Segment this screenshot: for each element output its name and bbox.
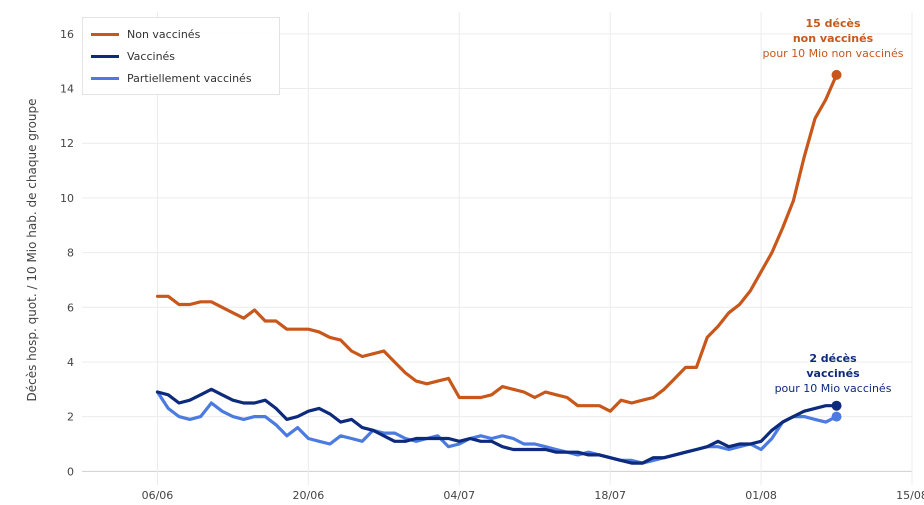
annotation-line: 15 décès (805, 17, 861, 30)
annotation-line: non vaccinés (792, 32, 874, 45)
legend-swatch-non-vaccines (91, 32, 119, 36)
series-endpoint-marker (831, 411, 842, 422)
x-tick-label: 20/06 (293, 489, 325, 502)
y-tick-label: 12 (60, 137, 74, 150)
y-tick-label: 10 (60, 192, 74, 205)
y-tick-label: 0 (67, 465, 74, 478)
series-line-vaccin-s[interactable] (155, 387, 839, 465)
series-line-partiellement-vaccin-s[interactable] (155, 390, 839, 465)
annotation-vaccines: 2 décès vaccinés pour 10 Mio vaccinés (758, 351, 908, 396)
annotation-line: pour 10 Mio non vaccinés (762, 47, 904, 60)
legend-swatch-vaccines (91, 54, 119, 58)
y-tick-label: 2 (67, 411, 74, 424)
y-axis-label: Décès hosp. quot. / 10 Mio hab. de chaqu… (25, 98, 39, 401)
series-lines (155, 69, 842, 465)
x-tick-label: 18/07 (594, 489, 626, 502)
legend: Non vaccinés Vaccinés Partiellement vacc… (82, 17, 280, 95)
legend-label: Non vaccinés (127, 27, 201, 41)
x-tick-label: 04/07 (443, 489, 475, 502)
y-tick-label: 14 (60, 83, 74, 96)
legend-label: Vaccinés (127, 49, 176, 63)
series-endpoint-marker (831, 400, 842, 411)
annotation-non-vaccines: 15 décès non vaccinés pour 10 Mio non va… (748, 16, 918, 61)
legend-item-non-vaccines[interactable]: Non vaccinés (91, 24, 200, 44)
y-tick-label: 16 (60, 28, 74, 41)
series-line-non-vaccin-s[interactable] (155, 73, 839, 413)
annotation-line: 2 décès (809, 352, 857, 365)
legend-swatch-partiellement-vaccines (91, 76, 119, 80)
x-tick-label: 01/08 (745, 489, 777, 502)
x-tick-label: 06/06 (142, 489, 174, 502)
annotation-line: pour 10 Mio vaccinés (774, 382, 892, 395)
x-tick-label: 15/08 (896, 489, 924, 502)
y-tick-label: 8 (67, 247, 74, 260)
y-tick-label: 6 (67, 301, 74, 314)
grid (82, 12, 913, 485)
annotation-line: vaccinés (806, 367, 860, 380)
series-endpoint-marker (831, 69, 842, 80)
legend-item-partiellement-vaccines[interactable]: Partiellement vaccinés (91, 68, 252, 88)
legend-label: Partiellement vaccinés (127, 71, 252, 85)
y-tick-label: 4 (67, 356, 74, 369)
legend-item-vaccines[interactable]: Vaccinés (91, 46, 175, 66)
axis-ticks: 0 2 4 6 8 10 12 14 16 06/06 20/06 04/07 18/07 01/08 15… (60, 28, 924, 502)
